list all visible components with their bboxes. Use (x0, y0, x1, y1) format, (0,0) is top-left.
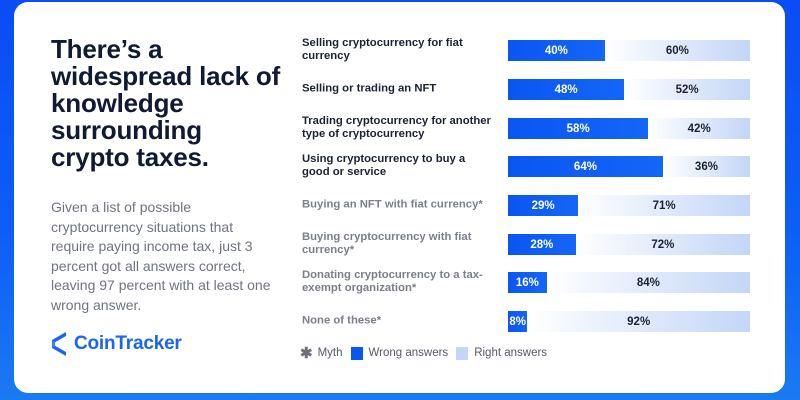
brand-name: CoinTracker (74, 333, 182, 354)
chart-row: None of these* 8% 92% (287, 303, 767, 339)
right-segment: 92% (527, 311, 750, 332)
legend-right: Right answers (474, 347, 548, 359)
cointracker-logo: CoinTracker (50, 331, 182, 357)
headline: There’s a widespread lack of knowledge s… (51, 34, 281, 172)
right-segment: 84% (546, 272, 750, 293)
legend-wrong: Wrong answers (368, 347, 449, 359)
row-label: Selling or trading an NFT (302, 82, 437, 95)
wrong-segment: 64% (508, 156, 663, 177)
legend-myth: Myth (317, 347, 343, 359)
legend-right-swatch (456, 346, 469, 360)
chart-row: Buying an NFT with fiat currency* 29% 71% (287, 187, 767, 223)
stacked-bar: 40% 60% (508, 40, 750, 61)
wrong-segment: 8% (508, 311, 528, 332)
right-segment: 72% (575, 234, 750, 255)
chart-row: Selling cryptocurrency for fiat currency… (287, 32, 767, 68)
right-segment: 36% (662, 156, 750, 177)
row-label: Selling cryptocurrency for fiat currency (302, 37, 463, 62)
chart-row: Trading cryptocurrency for another type … (287, 110, 767, 146)
stacked-bar: 16% 84% (508, 272, 750, 293)
right-segment: 42% (648, 118, 750, 139)
row-label: None of these* (302, 314, 382, 327)
chart-row: Donating cryptocurrency to a tax-exempt … (287, 264, 767, 300)
wrong-segment: 58% (508, 118, 649, 139)
wrong-segment: 16% (508, 272, 547, 293)
wrong-segment: 40% (508, 40, 605, 61)
asterisk-icon: ✱ (300, 345, 313, 362)
row-label: Buying cryptocurrency with fiat currency… (302, 231, 472, 256)
row-label: Buying an NFT with fiat currency* (302, 198, 483, 211)
chart-row: Buying cryptocurrency with fiat currency… (287, 226, 767, 262)
chart-row: Using cryptocurrency to buy a good or se… (287, 148, 767, 184)
wrong-segment: 28% (508, 234, 576, 255)
right-segment: 60% (604, 40, 750, 61)
row-label: Donating cryptocurrency to a tax-exempt … (302, 269, 483, 294)
stacked-bar: 28% 72% (508, 234, 750, 255)
right-segment: 52% (624, 79, 750, 100)
row-label: Trading cryptocurrency for another type … (302, 115, 491, 140)
cointracker-chevron-icon (52, 332, 66, 356)
stacked-bar: 58% 42% (508, 118, 750, 139)
legend-wrong-swatch (350, 346, 363, 360)
stacked-bar: 29% 71% (508, 195, 750, 216)
chart-row: Selling or trading an NFT 48% 52% (287, 71, 767, 107)
row-label: Using cryptocurrency to buy a good or se… (302, 153, 466, 178)
legend: ✱ Myth Wrong answers Right answers (300, 344, 547, 362)
wrong-segment: 48% (508, 79, 625, 100)
stacked-bar: 64% 36% (508, 156, 750, 177)
stacked-bar: 8% 92% (508, 311, 750, 332)
right-segment: 71% (578, 195, 750, 216)
stacked-bar: 48% 52% (508, 79, 750, 100)
wrong-segment: 29% (508, 195, 579, 216)
description: Given a list of possible cryptocurrency … (51, 199, 271, 313)
